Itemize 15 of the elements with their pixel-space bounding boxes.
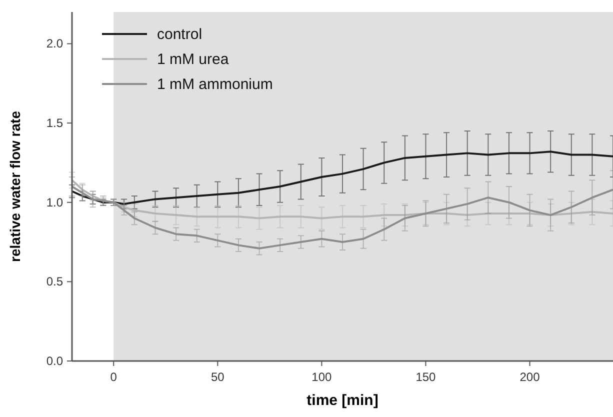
legend-label: 1 mM urea xyxy=(157,51,230,68)
x-tick-label: 200 xyxy=(520,370,540,384)
x-tick-label: 150 xyxy=(416,370,436,384)
y-tick-label: 1.0 xyxy=(46,195,64,210)
legend-label: control xyxy=(157,26,202,43)
y-tick-label: 2.0 xyxy=(46,36,64,51)
y-tick-label: 0.0 xyxy=(46,354,64,368)
y-axis-title: relative water flow rate xyxy=(7,110,23,262)
x-axis-title: time [min] xyxy=(306,392,378,409)
legend-label: 1 mM ammonium xyxy=(157,76,273,93)
y-tick-label: 1.5 xyxy=(46,116,64,130)
x-tick-label: 0 xyxy=(110,370,118,384)
x-tick-label: 50 xyxy=(210,370,225,384)
x-tick-label: 100 xyxy=(312,370,332,384)
y-tick-label: 0.5 xyxy=(46,274,64,289)
